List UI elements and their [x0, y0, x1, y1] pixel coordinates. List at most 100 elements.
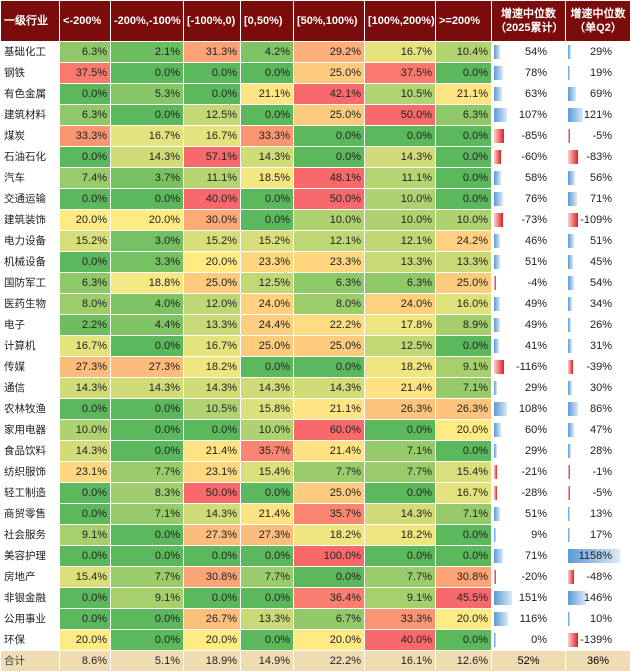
share-cell: 0.0%	[60, 504, 111, 525]
share-cell: 24.0%	[365, 294, 436, 315]
share-cell: 20.0%	[111, 210, 184, 231]
share-cell: 18.8%	[111, 273, 184, 294]
positive-growth-bar	[568, 234, 574, 248]
share-cell: 25.0%	[436, 273, 492, 294]
share-cell: 0.0%	[60, 84, 111, 105]
share-cell: 14.3%	[60, 378, 111, 399]
share-cell: 50.0%	[365, 105, 436, 126]
share-cell: 3.7%	[111, 168, 184, 189]
median-q2-cell: 28%	[566, 441, 630, 462]
positive-growth-bar	[568, 507, 570, 521]
header-row: 一级行业 <-200% -200%,-100% [-100%,0) [0,50%…	[1, 1, 630, 42]
share-cell: 0.0%	[184, 63, 241, 84]
median-2025-cell: 49%	[492, 315, 566, 336]
total-median-2025: 52%	[492, 651, 566, 672]
growth-value: 63%	[525, 88, 547, 100]
share-cell: 10.0%	[436, 210, 492, 231]
share-cell: 26.3%	[436, 399, 492, 420]
share-cell: 4.2%	[241, 42, 294, 63]
share-cell: 30.8%	[436, 567, 492, 588]
median-q2-cell: 51%	[566, 231, 630, 252]
share-cell: 2.2%	[60, 315, 111, 336]
total-share-cell: 8.6%	[60, 651, 111, 672]
growth-value: 34%	[590, 298, 612, 310]
median-q2-cell: 34%	[566, 294, 630, 315]
share-cell: 8.3%	[111, 483, 184, 504]
negative-growth-bar	[494, 150, 501, 164]
positive-growth-bar	[568, 108, 583, 122]
median-q2-cell: -109%	[566, 210, 630, 231]
median-q2-cell: 17%	[566, 525, 630, 546]
share-cell: 100.0%	[294, 546, 365, 567]
growth-value: 107%	[519, 109, 547, 121]
share-cell: 0.0%	[241, 588, 294, 609]
negative-growth-bar	[568, 486, 570, 500]
share-cell: 0.0%	[436, 189, 492, 210]
median-2025-cell: -116%	[492, 357, 566, 378]
share-cell: 0.0%	[111, 546, 184, 567]
median-q2-cell: -1%	[566, 462, 630, 483]
growth-value: 29%	[590, 46, 612, 58]
industry-name: 国防军工	[1, 273, 60, 294]
share-cell: 10.5%	[184, 399, 241, 420]
share-cell: 0.0%	[294, 357, 365, 378]
share-cell: 6.3%	[60, 42, 111, 63]
growth-value: 17%	[590, 529, 612, 541]
share-cell: 0.0%	[184, 546, 241, 567]
positive-growth-bar	[568, 591, 586, 605]
share-cell: 0.0%	[241, 357, 294, 378]
share-cell: 35.7%	[241, 441, 294, 462]
growth-value: 76%	[525, 193, 547, 205]
share-cell: 45.5%	[436, 588, 492, 609]
growth-value: 30%	[590, 382, 612, 394]
col-header-200-100: -200%,-100%	[111, 1, 184, 42]
growth-value: -28%	[521, 487, 547, 499]
share-cell: 0.0%	[241, 63, 294, 84]
positive-growth-bar	[494, 381, 497, 395]
share-cell: 0.0%	[184, 588, 241, 609]
positive-growth-bar	[494, 507, 500, 521]
median-2025-cell: 29%	[492, 441, 566, 462]
median-2025-cell: 76%	[492, 189, 566, 210]
growth-value: 49%	[525, 298, 547, 310]
industry-name: 钢铁	[1, 63, 60, 84]
negative-growth-bar	[494, 486, 497, 500]
growth-value: 51%	[590, 235, 612, 247]
negative-growth-bar	[568, 129, 570, 143]
median-q2-cell: -139%	[566, 630, 630, 651]
share-cell: 18.2%	[294, 525, 365, 546]
growth-value: -5%	[592, 487, 612, 499]
share-cell: 27.3%	[60, 357, 111, 378]
share-cell: 7.1%	[365, 441, 436, 462]
share-cell: 15.2%	[241, 231, 294, 252]
share-cell: 57.1%	[184, 147, 241, 168]
share-cell: 6.3%	[60, 105, 111, 126]
positive-growth-bar	[568, 192, 577, 206]
share-cell: 21.4%	[241, 504, 294, 525]
negative-growth-bar	[494, 213, 503, 227]
industry-name: 房地产	[1, 567, 60, 588]
growth-value: -39%	[586, 361, 612, 373]
share-cell: 20.0%	[294, 630, 365, 651]
industry-name: 环保	[1, 630, 60, 651]
median-2025-cell: 29%	[492, 378, 566, 399]
median-q2-cell: -39%	[566, 357, 630, 378]
median-2025-cell: 0%	[492, 630, 566, 651]
share-cell: 14.3%	[184, 504, 241, 525]
share-cell: 0.0%	[436, 441, 492, 462]
industry-name: 食品饮料	[1, 441, 60, 462]
median-q2-cell: 56%	[566, 168, 630, 189]
positive-growth-bar	[494, 45, 500, 59]
positive-growth-bar	[568, 423, 574, 437]
share-cell: 8.9%	[436, 315, 492, 336]
share-cell: 0.0%	[241, 483, 294, 504]
share-cell: 26.3%	[365, 399, 436, 420]
share-cell: 25.0%	[294, 483, 365, 504]
